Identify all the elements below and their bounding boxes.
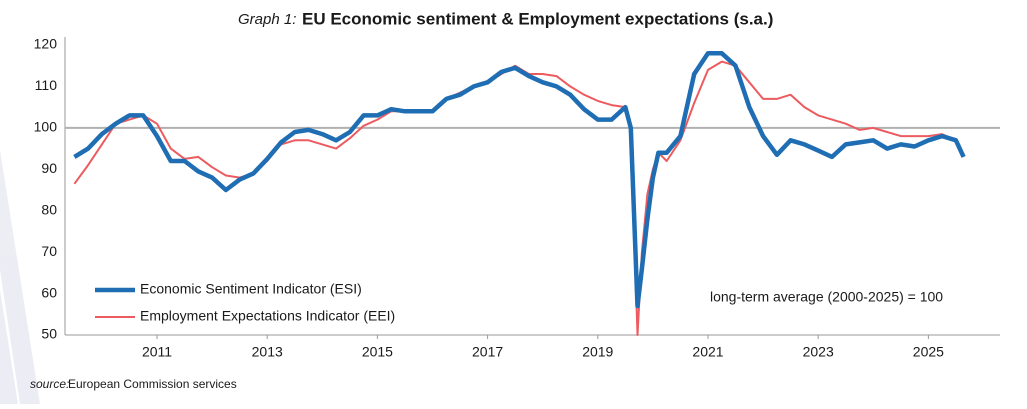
y-tick-label: 70	[41, 243, 57, 259]
source-prefix: source:	[30, 377, 69, 391]
x-tick-label: 2023	[803, 344, 834, 360]
source: European Commission services	[68, 377, 237, 391]
x-tick-label: 2019	[582, 344, 613, 360]
x-tick-label: 2015	[362, 344, 393, 360]
annotation: long-term average (2000-2025) = 100	[710, 289, 943, 305]
y-tick-label: 50	[41, 326, 57, 342]
legend-box	[80, 278, 390, 330]
legend-label: Economic Sentiment Indicator (ESI)	[140, 281, 362, 297]
x-tick-label: 2025	[913, 344, 944, 360]
legend-label: Employment Expectations Indicator (EEI)	[140, 308, 395, 324]
x-tick-label: 2011	[142, 344, 172, 360]
chart-title: EU Economic sentiment & Employment expec…	[302, 9, 773, 28]
x-tick-label: 2017	[472, 344, 503, 360]
series-line	[73, 51, 966, 309]
y-tick-label: 100	[34, 119, 58, 135]
y-tick-label: 90	[41, 160, 57, 176]
y-tick-label: 80	[41, 201, 57, 217]
y-tick-label: 110	[35, 77, 58, 93]
decor-stripes	[0, 150, 40, 404]
x-tick-label: 2013	[252, 344, 283, 360]
y-tick-label: 60	[41, 284, 57, 300]
series-line	[73, 60, 965, 336]
x-tick-label: 2021	[692, 344, 723, 360]
title-prefix: Graph 1:	[238, 11, 296, 28]
y-tick-label: 120	[34, 36, 58, 52]
